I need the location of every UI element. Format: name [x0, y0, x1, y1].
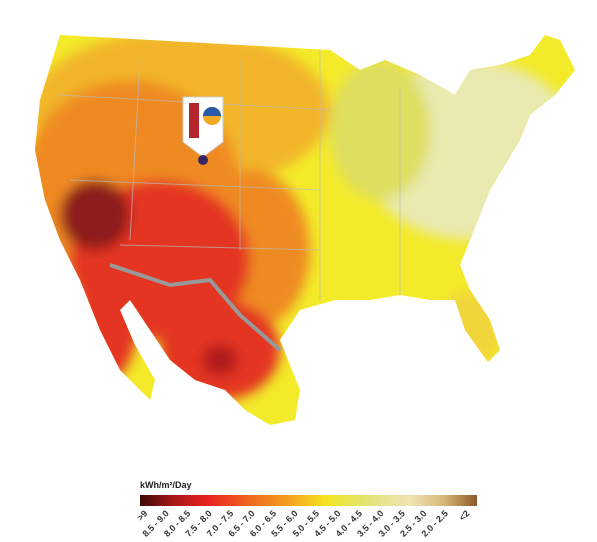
legend-label: >9 — [135, 508, 149, 522]
legend: kWh/m²/Day >98.5 - 9.08.0 - 8.57.5 - 8.0… — [135, 480, 477, 539]
location-pin[interactable] — [182, 96, 224, 165]
legend-label: <2 — [457, 508, 471, 522]
legend-scale — [140, 495, 477, 506]
legend-title: kWh/m²/Day — [140, 480, 192, 490]
map-shading — [35, 35, 575, 425]
